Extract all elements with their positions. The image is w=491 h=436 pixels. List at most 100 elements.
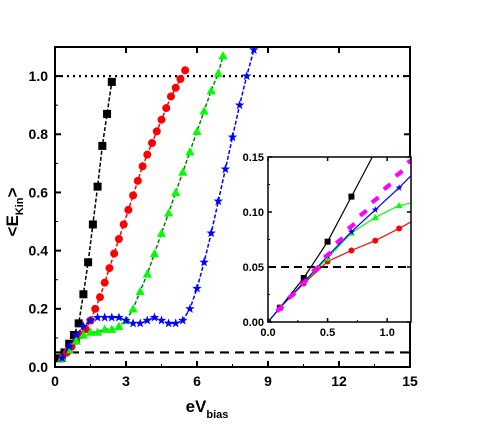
main-point-circle: [138, 162, 147, 171]
main-point-triangle: [114, 321, 124, 330]
main-point-triangle: [142, 269, 152, 278]
main-point-star: [71, 330, 82, 340]
inset-y-tick-label: 0.10: [243, 207, 264, 219]
inset-point-dash: [382, 182, 392, 191]
main-point-circle: [152, 127, 161, 136]
main-plot-area: [55, 47, 410, 363]
main-point-star: [128, 318, 138, 328]
inset-point-triangle: [324, 254, 332, 261]
main-point-star: [92, 312, 103, 322]
main-point-circle: [181, 66, 190, 75]
main-series-star: [57, 47, 259, 363]
main-series-line: [61, 49, 255, 359]
main-point-circle: [157, 115, 166, 124]
main-point-triangle: [93, 327, 103, 336]
main-point-star: [57, 353, 67, 363]
inset-point-dash: [358, 208, 368, 218]
main-series-line: [61, 55, 224, 359]
main-point-star: [78, 321, 89, 331]
main-point-circle: [171, 83, 180, 92]
main-x-tick-label: 6: [193, 373, 201, 389]
inset-point-dash: [370, 195, 380, 205]
main-point-star: [241, 71, 252, 81]
inset-point-star: [371, 206, 379, 213]
main-point-triangle: [199, 106, 209, 115]
main-point-star: [199, 257, 209, 267]
main-point-star: [249, 47, 259, 54]
main-point-circle: [91, 304, 100, 313]
inset-y-tick-label: 0.00: [243, 317, 264, 329]
main-point-square: [98, 141, 107, 150]
main-point-square: [103, 109, 112, 118]
main-y-tick-label: 0.0: [29, 359, 49, 375]
main-point-square: [84, 258, 93, 267]
inset-point-dash: [322, 250, 333, 260]
main-point-star: [178, 315, 188, 325]
main-point-circle: [95, 293, 104, 302]
inset-point-square: [324, 238, 331, 245]
main-point-circle: [166, 92, 175, 101]
main-point-triangle: [218, 51, 228, 60]
main-point-circle: [124, 205, 133, 214]
main-point-circle: [162, 104, 171, 113]
inset-point-star: [268, 318, 272, 322]
main-chart: 0 3 6 9 12 15 0.0 0.2 0.4 0.6 0.8 1.0: [29, 46, 418, 389]
main-x-tick-label: 0: [51, 373, 59, 389]
main-point-star: [64, 341, 74, 351]
main-point-square: [107, 77, 116, 86]
main-point-star: [142, 315, 153, 325]
inset-point-circle: [348, 247, 355, 254]
main-point-circle: [143, 150, 152, 159]
main-x-tick-label: 15: [402, 373, 418, 389]
main-point-triangle: [100, 324, 110, 333]
inset-point-dash: [334, 236, 345, 245]
main-point-triangle: [164, 208, 174, 217]
main-point-circle: [133, 176, 142, 185]
main-point-square: [74, 319, 83, 328]
main-point-triangle: [149, 248, 159, 258]
main-point-triangle: [71, 336, 81, 345]
inset-point-dash: [394, 169, 404, 178]
main-point-star: [220, 164, 231, 174]
main-point-triangle: [85, 327, 96, 336]
inset-point-triangle: [371, 214, 379, 221]
main-point-triangle: [171, 187, 181, 197]
main-x-tick-label: 9: [264, 373, 272, 389]
main-point-square: [88, 220, 97, 229]
inset-x-tick-label: 1.0: [380, 327, 395, 339]
main-point-star: [234, 100, 245, 110]
main-point-triangle: [128, 304, 138, 313]
inset-x-tick-label: 0.0: [260, 327, 275, 339]
inset-point-star: [347, 228, 355, 235]
main-point-circle: [114, 235, 123, 243]
inset-series-line: [268, 175, 411, 322]
inset-point-square: [300, 275, 307, 281]
main-point-square: [79, 290, 88, 299]
inset-plot-area: [268, 157, 411, 322]
inset-point-star: [395, 184, 403, 191]
main-point-circle: [110, 249, 119, 258]
main-point-star: [170, 318, 181, 328]
main-point-triangle: [213, 68, 223, 77]
inset-point-triangle: [395, 201, 403, 209]
main-point-triangle: [192, 126, 202, 136]
main-point-star: [121, 315, 131, 325]
main-point-star: [206, 228, 216, 238]
main-point-circle: [148, 139, 157, 147]
main-y-tick-label: 0.2: [29, 301, 49, 317]
inset-point-dash: [346, 222, 357, 231]
main-point-triangle: [135, 286, 145, 296]
main-y-tick-label: 0.6: [29, 184, 49, 200]
main-x-tick-label: 12: [331, 373, 347, 389]
x-axis-label: eVbias: [186, 397, 229, 421]
main-point-circle: [129, 191, 138, 200]
inset-y-tick-label: 0.15: [243, 152, 264, 164]
inset-point-circle: [396, 225, 403, 232]
main-y-tick-label: 0.8: [29, 126, 49, 142]
main-point-star: [85, 315, 96, 325]
main-point-star: [213, 196, 224, 206]
main-y-tick-label: 0.4: [29, 243, 49, 259]
inset-chart: 0.0 0.5 1.0 0.00 0.05 0.10 0.15: [243, 152, 412, 339]
main-point-circle: [119, 220, 128, 229]
